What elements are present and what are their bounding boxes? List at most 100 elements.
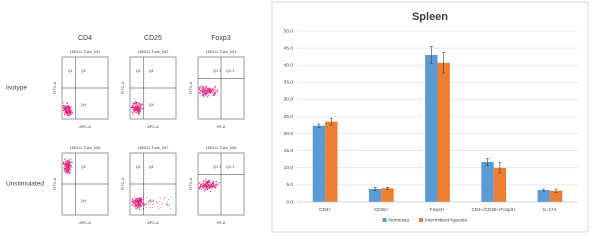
event-dot [162,203,164,205]
event-dot [67,160,70,162]
event-dot [215,182,218,185]
event-dot [202,93,205,95]
event-dot [135,111,138,114]
event-dot [66,102,68,104]
event-dot [133,102,136,105]
bar [425,54,438,202]
event-dot [67,106,70,109]
y-axis-label: FITC-A [189,177,193,190]
event-dot [67,165,69,167]
row-label: Unstimulated [6,181,44,188]
quadrant-label: Q2-1 [226,165,234,169]
column-header: CD4 [78,35,92,42]
event-dot [132,106,135,109]
y-axis-label: FITC-A [189,81,193,94]
event-dot [164,196,166,198]
y-tick-label: 10.0 [284,165,294,171]
event-dot [64,108,66,110]
event-dot [70,113,72,115]
event-dot [132,198,134,200]
event-dot [210,180,212,182]
event-dot [205,186,208,188]
error-bar [542,188,546,192]
quadrant-label: Q2 [149,69,154,73]
event-dot [70,110,72,112]
event-dot [62,161,65,164]
quadrant-label: Q1 [136,165,141,169]
event-dot [160,198,162,200]
tube-label: 180511-Tube_051 [70,50,101,54]
event-dot [213,93,215,95]
event-dot [212,89,215,92]
event-dot [135,109,138,111]
event-dot [67,163,69,166]
event-dot [67,170,69,172]
event-dot [199,85,202,88]
quadrant-label: Q4 [149,199,154,203]
event-dot [214,87,216,89]
event-dot [67,109,69,112]
event-dot [218,182,220,184]
event-dot [136,101,139,104]
event-dot [202,184,205,186]
event-dot [145,203,147,205]
event-dot [68,114,70,116]
event-dot [141,199,143,202]
event-dot [168,204,170,206]
y-tick-label: 45.0 [284,45,294,51]
event-dot [139,108,142,111]
event-dot [198,88,201,90]
event-dot [204,90,207,92]
event-dot [211,182,213,185]
y-tick-label: 20.0 [284,131,294,137]
event-dot [210,184,213,186]
event-dot [156,200,158,202]
event-dot [67,111,69,113]
event-dot [206,96,209,98]
quadrant-label: Q1-1 [213,69,221,73]
chart-title: Spleen [412,11,448,23]
event-dot [166,205,168,207]
quadrant-label: Q1 [68,165,73,169]
event-dot [64,171,67,173]
event-dot [131,108,134,111]
y-tick-label: 40.0 [284,62,294,68]
x-tick-label: CD4+/CD25+/Foxp3+ [472,207,517,212]
event-dot [149,203,151,205]
event-dot [69,171,71,173]
event-dot [214,85,216,88]
tube-label: 180511-Tube_057 [138,146,169,150]
event-dot [64,160,67,163]
event-dot [202,181,204,183]
event-dot [152,204,154,206]
bar [537,190,550,202]
event-dot [206,183,208,186]
quadrant-label: Q2 [149,165,154,169]
event-dot [170,196,172,198]
event-dot [68,107,71,109]
x-axis-label: APC-A [147,221,159,225]
error-bar [442,52,446,74]
event-dot [203,94,205,97]
event-dot [201,186,203,188]
legend-label: Intermittent hypoxia [425,217,467,223]
error-bar [329,117,333,126]
event-dot [201,90,204,93]
event-dot [140,105,142,107]
event-dot [208,94,210,97]
event-dot [209,186,211,189]
event-dot [198,87,201,89]
event-dot [70,168,72,171]
y-tick-label: 50.0 [284,28,294,34]
event-dot [208,185,211,188]
event-dot [202,187,205,190]
event-dot [141,103,144,105]
event-dot [139,198,141,201]
event-dot [160,206,162,208]
event-dot [146,206,148,208]
event-dot [202,86,204,89]
event-dot [202,180,205,182]
error-bar [486,158,490,166]
event-dot [138,207,141,209]
event-dot [152,206,154,208]
